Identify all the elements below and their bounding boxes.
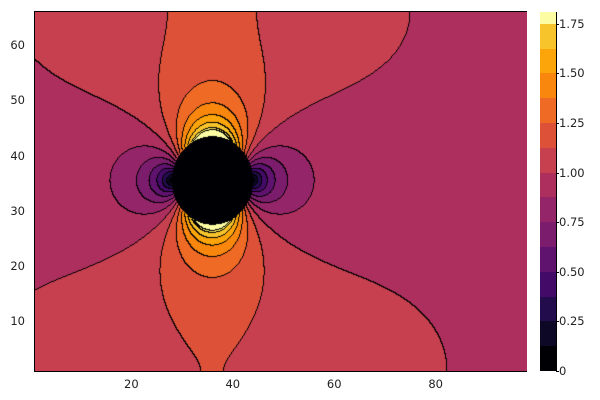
y-tick-label: 50: [10, 93, 25, 108]
colorbar-tick-mark: [556, 23, 559, 25]
colorbar-band: [540, 296, 556, 322]
colorbar-band: [540, 247, 556, 272]
colorbar-band: [540, 172, 556, 198]
colorbar-tick-label: 1.50: [559, 66, 585, 81]
colorbar-tick-label: 1.25: [559, 116, 585, 131]
colorbar-axis: [556, 12, 557, 371]
y-tick-label: 40: [10, 148, 25, 163]
colorbar-tick-label: 0.75: [559, 215, 585, 230]
colorbar-tick-mark: [556, 321, 559, 323]
y-tick-label: 60: [10, 38, 25, 53]
colorbar-tick-label: 1.00: [559, 165, 585, 180]
colorbar-band: [540, 346, 556, 371]
colorbar-tick-label: 0.25: [559, 314, 585, 329]
x-tick-label: 40: [225, 377, 241, 391]
colorbar-band: [540, 23, 556, 49]
y-tick-label: 20: [10, 259, 25, 274]
colorbar-band: [540, 48, 556, 74]
colorbar-tick-mark: [556, 222, 559, 224]
colorbar-band: [540, 98, 556, 124]
contour-plot-area: [35, 12, 527, 371]
colorbar-band: [540, 321, 556, 347]
colorbar-tick-mark: [556, 371, 559, 372]
colorbar: [540, 12, 556, 371]
x-tick-label: 80: [428, 377, 444, 391]
colorbar-band: [540, 271, 556, 297]
colorbar-tick-label: 1.75: [559, 16, 585, 31]
x-tick-label: 60: [326, 377, 342, 391]
colorbar-tick-label: 0: [559, 364, 567, 378]
colorbar-band: [540, 222, 556, 248]
colorbar-band: [540, 197, 556, 223]
x-tick-label: 20: [124, 377, 139, 391]
colorbar-band: [540, 12, 556, 24]
colorbar-tick-mark: [556, 123, 559, 125]
colorbar-tick-label: 0.50: [559, 264, 585, 279]
colorbar-band: [540, 147, 556, 173]
colorbar-band: [540, 123, 556, 148]
y-tick-label: 10: [10, 314, 25, 329]
y-tick-label: 30: [10, 203, 25, 218]
colorbar-tick-mark: [556, 172, 559, 174]
colorbar-tick-mark: [556, 73, 559, 75]
colorbar-tick-mark: [556, 271, 559, 273]
colorbar-band: [540, 73, 556, 99]
